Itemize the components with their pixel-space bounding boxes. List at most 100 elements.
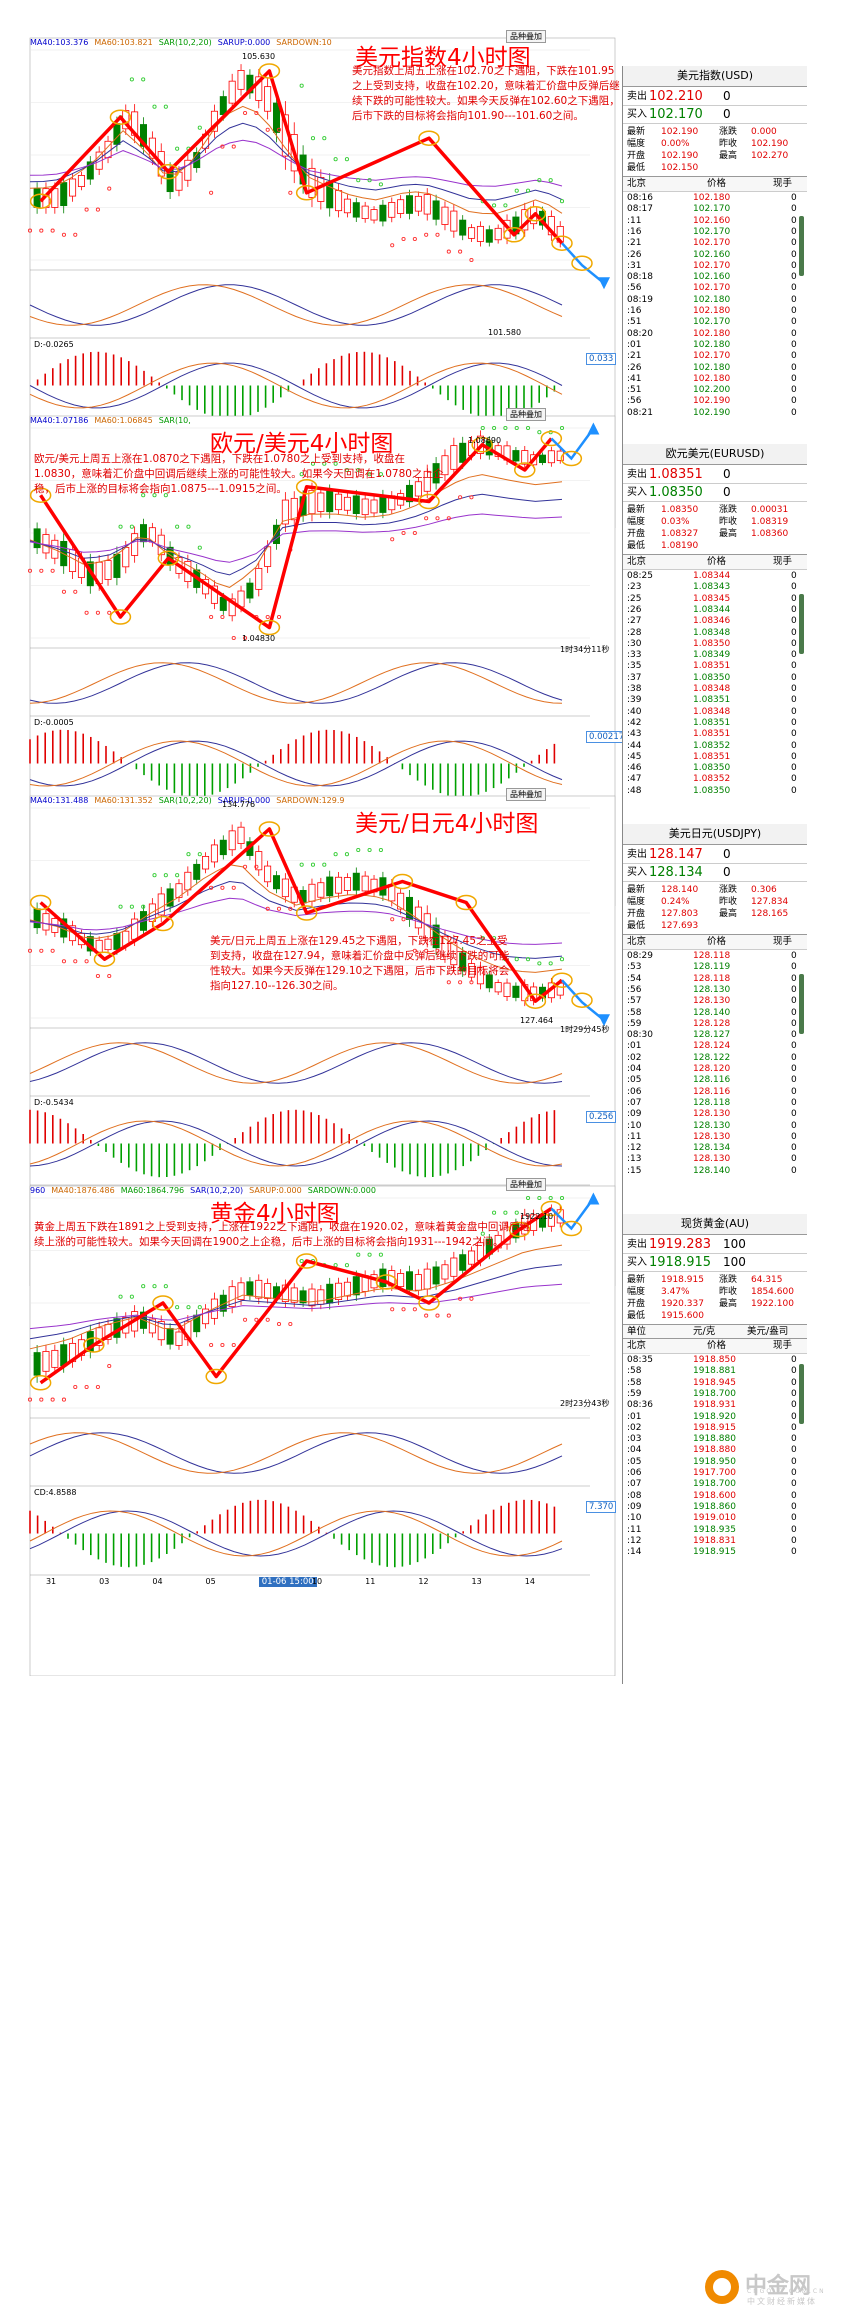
tick-price: 1918.831 — [693, 1535, 736, 1546]
tick-time: :43 — [627, 729, 642, 740]
tick-volume: 0 — [791, 1535, 797, 1546]
sell-row: 卖出 102.210 0 — [623, 88, 807, 106]
tick-volume: 0 — [791, 661, 797, 672]
tick-row: :07 1918.700 0 — [623, 1478, 807, 1490]
tick-time: :39 — [627, 695, 642, 706]
tick-time: :05 — [627, 1075, 642, 1086]
sar-dot — [390, 917, 395, 922]
tick-volume: 0 — [791, 1490, 797, 1501]
tick-volume: 0 — [791, 385, 797, 396]
tick-row: :02 128.122 0 — [623, 1052, 807, 1064]
stat-value: 102.190 — [661, 151, 699, 161]
tick-time: :47 — [627, 774, 642, 785]
candle — [414, 191, 422, 217]
tick-time: :56 — [627, 984, 642, 995]
tick-row: :57 128.130 0 — [623, 995, 807, 1007]
scroll-handle[interactable] — [799, 594, 804, 654]
sell-row: 卖出 1919.283 100 — [623, 1236, 807, 1254]
tick-price: 102.180 — [693, 362, 731, 373]
stat-key: 最高 — [719, 1299, 738, 1309]
moving-average-line — [29, 1244, 563, 1350]
logo-mark-inner — [713, 2278, 731, 2296]
tick-row: :10 1919.010 0 — [623, 1512, 807, 1524]
candle — [308, 1283, 316, 1312]
unit-label: 美元/盎司 — [747, 1326, 789, 1337]
tick-price: 1.08350 — [693, 785, 731, 796]
tick-price: 128.116 — [693, 1086, 731, 1097]
tick-price: 128.118 — [693, 1097, 731, 1108]
tick-price: 128.127 — [693, 1030, 731, 1041]
sar-dot — [141, 904, 146, 909]
add-symbol-button[interactable]: 品种叠加 — [506, 30, 546, 43]
moving-average-line — [29, 864, 563, 973]
pivot-circle — [540, 1200, 563, 1217]
tick-time: :07 — [627, 1097, 642, 1108]
pivot-circle — [152, 915, 174, 932]
tick-volume: 0 — [791, 593, 797, 604]
tick-price: 102.180 — [693, 328, 731, 339]
sar-dot — [514, 957, 519, 962]
tick-row: :16 102.180 0 — [623, 305, 807, 317]
candle — [512, 447, 520, 465]
scroll-handle[interactable] — [799, 1364, 804, 1424]
add-symbol-button[interactable]: 品种叠加 — [506, 408, 546, 421]
tick-volume: 0 — [791, 1075, 797, 1086]
add-symbol-button[interactable]: 品种叠加 — [506, 1178, 546, 1191]
sar-dot — [446, 249, 451, 254]
tick-row: :56 102.170 0 — [623, 282, 807, 294]
high-price-label: 1.08690 — [468, 436, 502, 445]
buy-label: 买入 — [627, 487, 647, 498]
candle — [459, 215, 467, 241]
sell-volume: 100 — [723, 1237, 746, 1251]
scroll-handle[interactable] — [799, 216, 804, 276]
add-symbol-button[interactable]: 品种叠加 — [506, 788, 546, 801]
tick-price: 1918.881 — [693, 1366, 736, 1377]
pivot-circle — [152, 1295, 174, 1311]
tick-row: :28 1.08348 0 — [623, 627, 807, 639]
forecast-arrow — [561, 979, 605, 1022]
sar-dot — [322, 862, 327, 867]
tick-time: :25 — [627, 593, 642, 604]
macd-value-tag: 0.033 — [586, 353, 617, 365]
sar-dot — [446, 980, 451, 985]
stat-key: 涨跌 — [719, 505, 738, 515]
sar-dot — [243, 110, 248, 116]
sar-dot — [458, 1296, 463, 1301]
stat-key: 最低 — [627, 541, 646, 551]
sar-dot — [378, 472, 383, 477]
chart-title: 美元/日元4小时图 — [355, 811, 539, 837]
tick-price: 102.190 — [693, 407, 731, 418]
sar-dot — [220, 614, 225, 620]
tick-row: 08:20 102.180 0 — [623, 328, 807, 340]
tick-time: :27 — [627, 616, 642, 627]
candle — [397, 887, 405, 915]
candle — [485, 970, 493, 993]
sar-dot — [73, 232, 78, 237]
stat-key: 最低 — [627, 921, 646, 931]
sar-dot — [39, 948, 44, 953]
candle — [290, 1283, 298, 1308]
scroll-handle[interactable] — [799, 974, 804, 1034]
tick-volume: 0 — [791, 717, 797, 728]
buy-volume: 100 — [723, 1255, 746, 1269]
sar-dot — [276, 906, 282, 911]
tick-time: :28 — [627, 627, 642, 638]
tick-time: :21 — [627, 351, 642, 362]
buy-row: 买入 102.170 0 — [623, 106, 807, 124]
buy-label: 买入 — [627, 109, 647, 120]
tick-time: :09 — [627, 1109, 642, 1120]
sar-dot — [84, 959, 89, 964]
candle — [405, 189, 414, 220]
tick-volume: 0 — [791, 1165, 797, 1176]
tick-price: 1919.010 — [693, 1513, 736, 1524]
buy-volume: 0 — [723, 485, 731, 499]
quote-title: 美元日元(USDJPY) — [623, 824, 807, 845]
candle — [69, 173, 77, 202]
tick-volume: 0 — [791, 1052, 797, 1063]
tick-price: 102.160 — [693, 249, 731, 260]
indicator-label: SAR(10, — [158, 416, 191, 425]
tick-price: 128.130 — [693, 1109, 731, 1120]
tick-row: 08:17 102.170 0 — [623, 203, 807, 215]
sar-dot — [39, 1397, 44, 1402]
buy-row: 买入 1.08350 0 — [623, 484, 807, 502]
